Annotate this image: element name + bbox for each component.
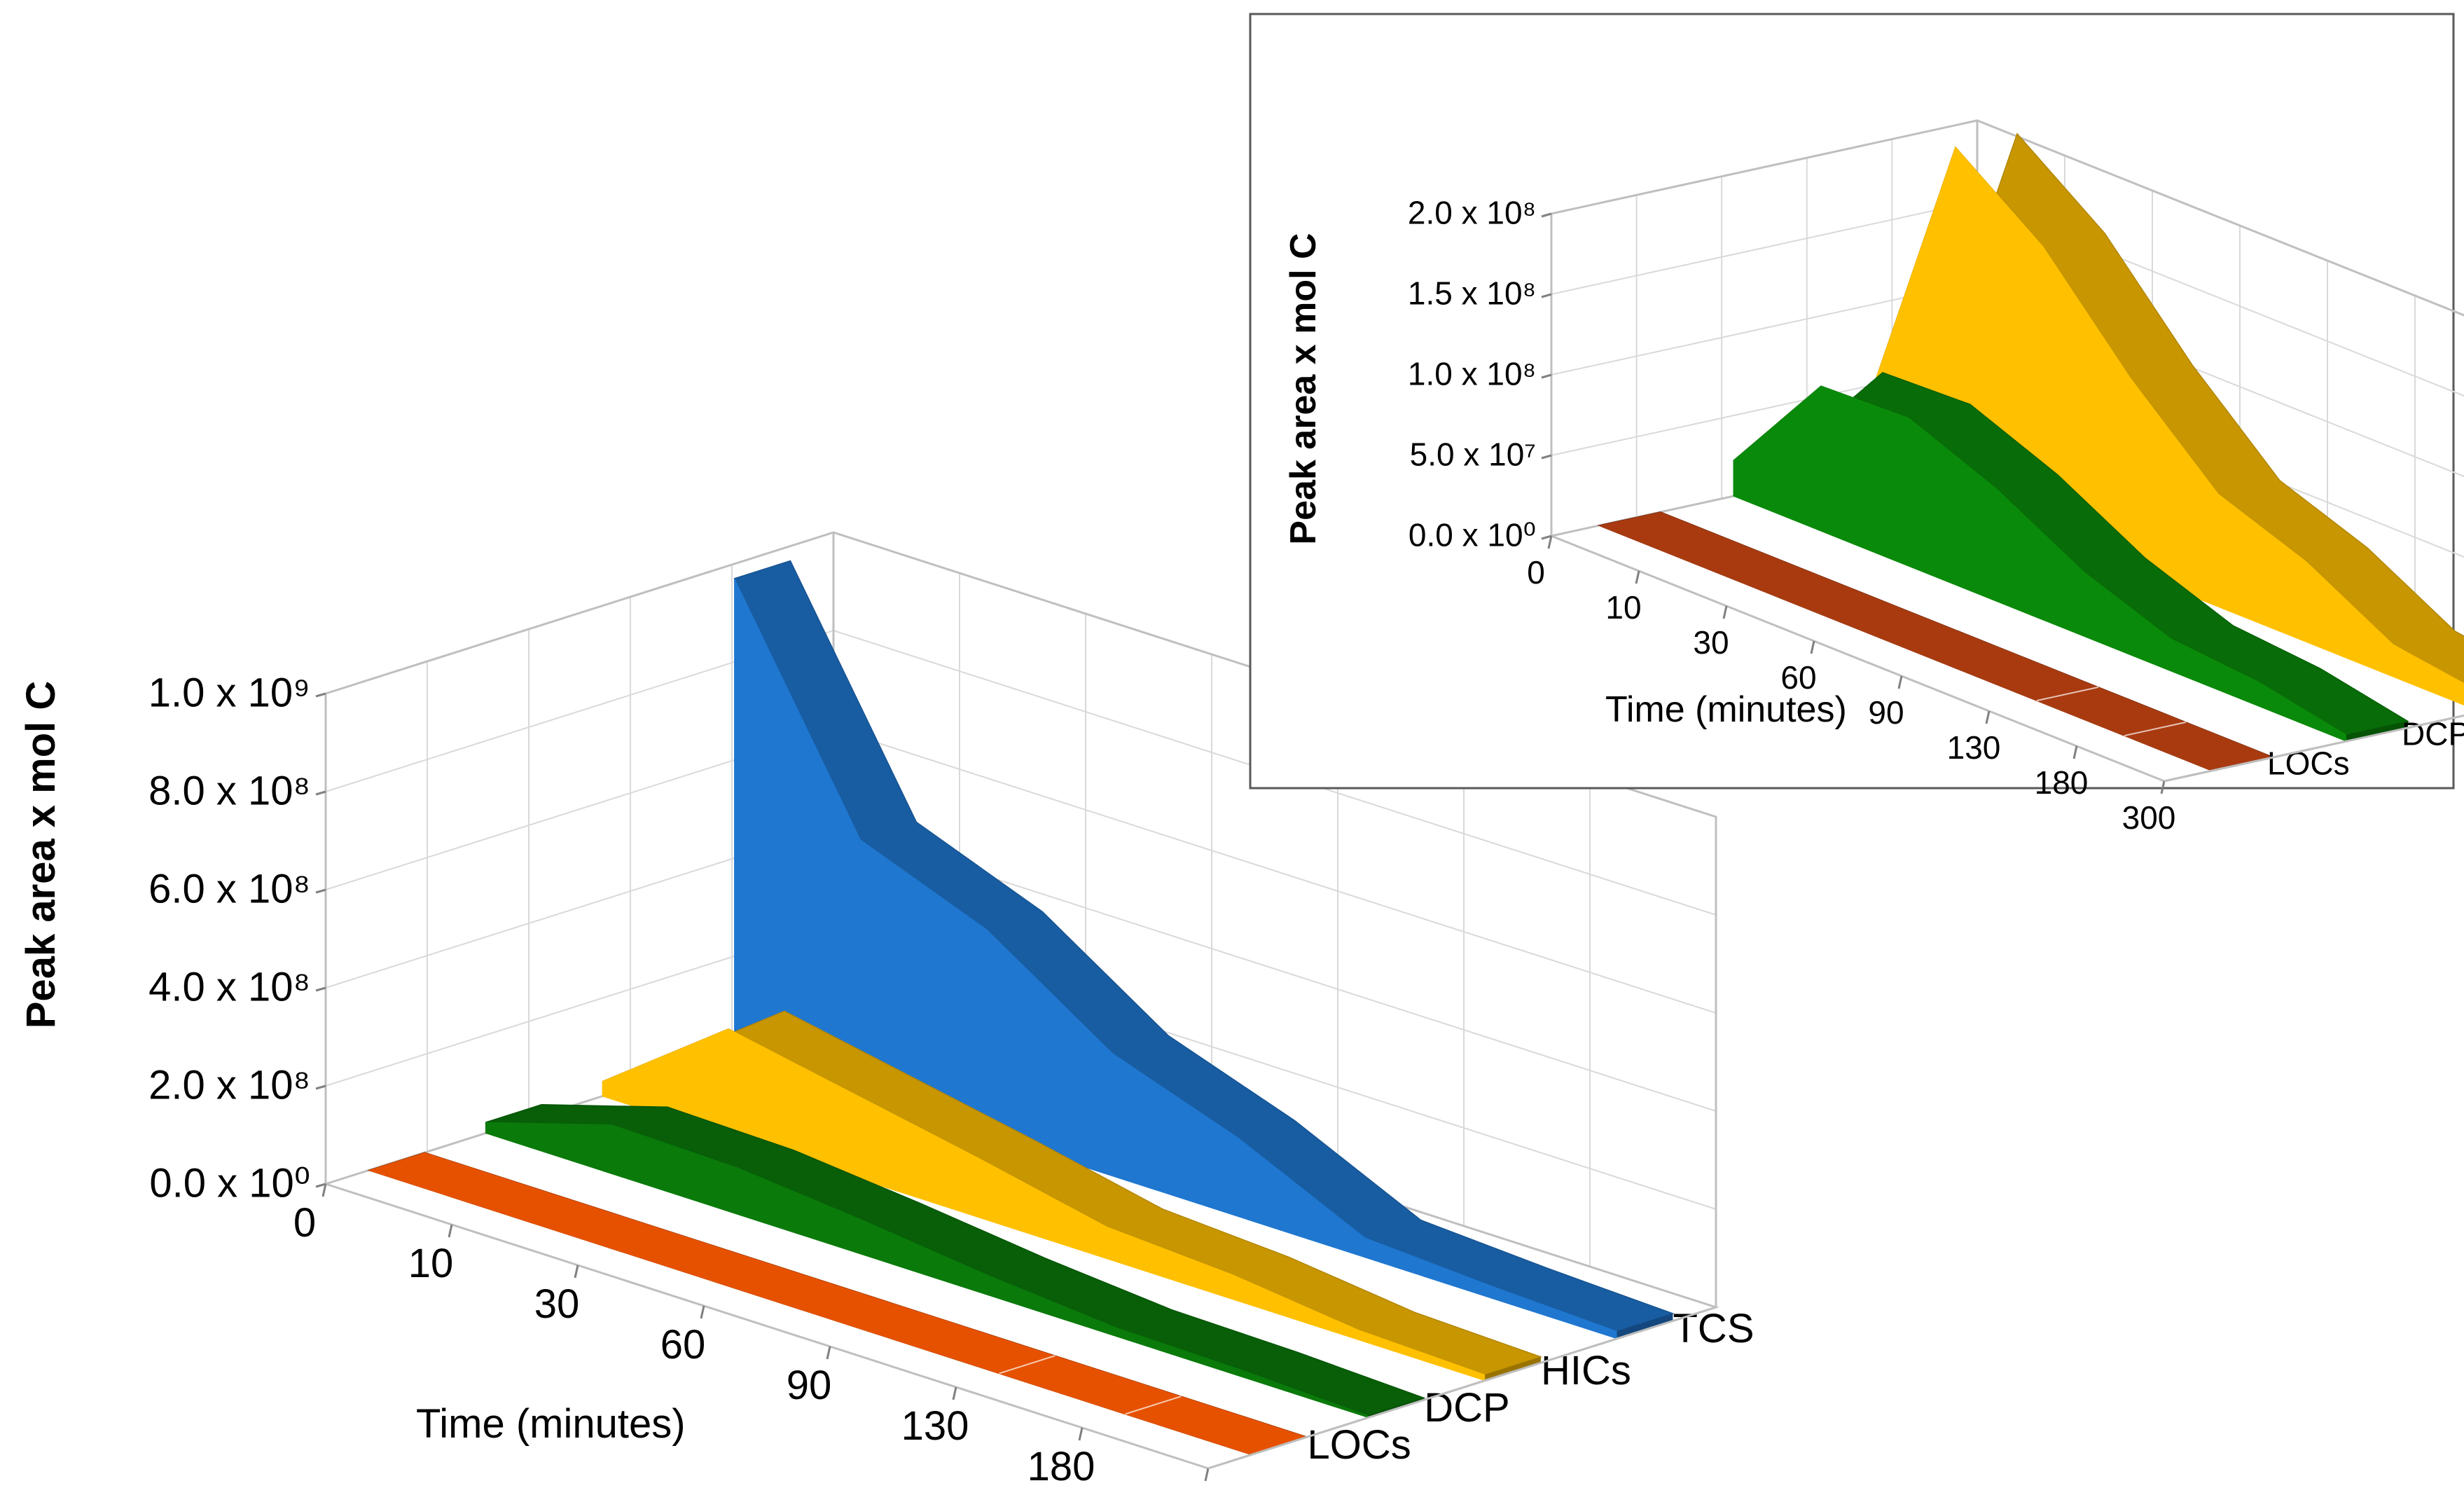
series-label: LOCs [2267, 745, 2350, 782]
depth-axis-line [1207, 1306, 1717, 1470]
y-tick [315, 692, 326, 698]
x-axis-line [325, 1183, 1209, 1470]
x-tick [1635, 570, 1640, 584]
series-locs [1597, 511, 2276, 772]
x-tick-label: 300 [1154, 1484, 1221, 1491]
series-hics [602, 1010, 1543, 1382]
series-hics [1867, 132, 2464, 706]
x-tick [1810, 640, 1815, 654]
y-tick [315, 888, 326, 894]
x-tick-label: 0 [1527, 554, 1545, 591]
series-divider [2036, 686, 2099, 702]
y-tick [1541, 212, 1552, 218]
y-tick [1541, 454, 1552, 460]
x-tick [448, 1224, 453, 1238]
x-tick [952, 1386, 957, 1400]
x-tick [1985, 710, 1991, 724]
y-tick [315, 1084, 326, 1090]
series-end-cap [2346, 721, 2408, 742]
y-tick-label: 5.0 x 10⁷ [1410, 436, 1536, 473]
y-tick-label: 4.0 x 10⁸ [148, 965, 310, 1010]
y-tick-label: 1.0 x 10⁹ [148, 670, 310, 716]
series-label: TCS [1673, 1306, 1754, 1351]
x-tick [1547, 535, 1553, 549]
x-tick [2160, 780, 2166, 794]
depth-axis-line [2164, 714, 2464, 783]
main-y-axis-label: Peak area x mol C [18, 681, 64, 1029]
series-locs [367, 1152, 1309, 1456]
x-tick-label: 0 [293, 1200, 316, 1246]
y-tick-label: 1.0 x 10⁸ [1408, 356, 1536, 392]
series-label: LOCs [1308, 1422, 1411, 1468]
series-end-cap [1617, 1314, 1673, 1339]
series-dcp [485, 1104, 1426, 1419]
y-tick-label: 1.5 x 10⁸ [1408, 275, 1536, 312]
x-tick-label: 60 [1780, 659, 1816, 696]
x-tick [826, 1346, 831, 1360]
x-tick [1078, 1427, 1084, 1441]
main-x-axis-label: Time (minutes) [416, 1401, 686, 1447]
series-divider [2124, 721, 2187, 737]
x-tick-label: 10 [1605, 589, 1641, 626]
x-tick [574, 1265, 579, 1279]
y-tick [1541, 293, 1552, 298]
series-divider [1125, 1396, 1182, 1415]
x-tick [1722, 605, 1728, 619]
series-floor-strip [1599, 511, 2273, 771]
series-divider [999, 1355, 1055, 1375]
x-tick-label: 300 [2122, 799, 2176, 836]
x-tick [1897, 675, 1903, 689]
x-tick-label: 10 [408, 1241, 454, 1286]
x-tick-label: 90 [1868, 694, 1904, 731]
x-tick [700, 1305, 705, 1319]
x-tick [1204, 1468, 1210, 1482]
series-dcp [1733, 372, 2410, 742]
x-tick-label: 180 [1027, 1444, 1095, 1489]
y-tick-label: 6.0 x 10⁸ [148, 867, 310, 912]
y-tick [1541, 535, 1552, 540]
y-tick [1541, 373, 1552, 379]
series-label: DCP [2402, 716, 2464, 752]
series-area [1867, 146, 2464, 706]
x-tick-label: 180 [2035, 764, 2089, 801]
x-tick-label: 30 [534, 1281, 580, 1327]
x-tick-label: 130 [1947, 729, 2001, 766]
y-tick [315, 986, 326, 992]
series-label: DCP [1424, 1385, 1509, 1431]
y-tick-label: 8.0 x 10⁸ [148, 769, 310, 814]
y-tick-label: 0.0 x 10⁰ [1409, 517, 1536, 553]
y-tick [315, 790, 326, 796]
x-tick-label: 30 [1693, 624, 1729, 661]
x-tick [2072, 745, 2078, 759]
series-label: HICs [1541, 1348, 1631, 1393]
x-tick [321, 1183, 327, 1197]
x-tick-label: 90 [787, 1363, 832, 1408]
y-tick-label: 0.0 x 10⁰ [149, 1161, 310, 1206]
series-end-cap [1485, 1356, 1541, 1381]
x-tick-label: 130 [901, 1403, 969, 1449]
series-floor-strip [368, 1152, 1308, 1455]
x-tick-label: 60 [660, 1322, 706, 1367]
inset-y-axis-label: Peak area x mol C [1283, 233, 1324, 544]
y-tick [315, 1183, 326, 1188]
x-axis-line [1551, 535, 2165, 783]
inset-x-axis-label: Time (minutes) [1605, 689, 1847, 730]
series-tcs [733, 560, 1675, 1339]
wall-frame [1551, 119, 2464, 317]
y-tick-label: 2.0 x 10⁸ [148, 1063, 310, 1108]
y-tick-label: 2.0 x 10⁸ [1408, 195, 1536, 231]
